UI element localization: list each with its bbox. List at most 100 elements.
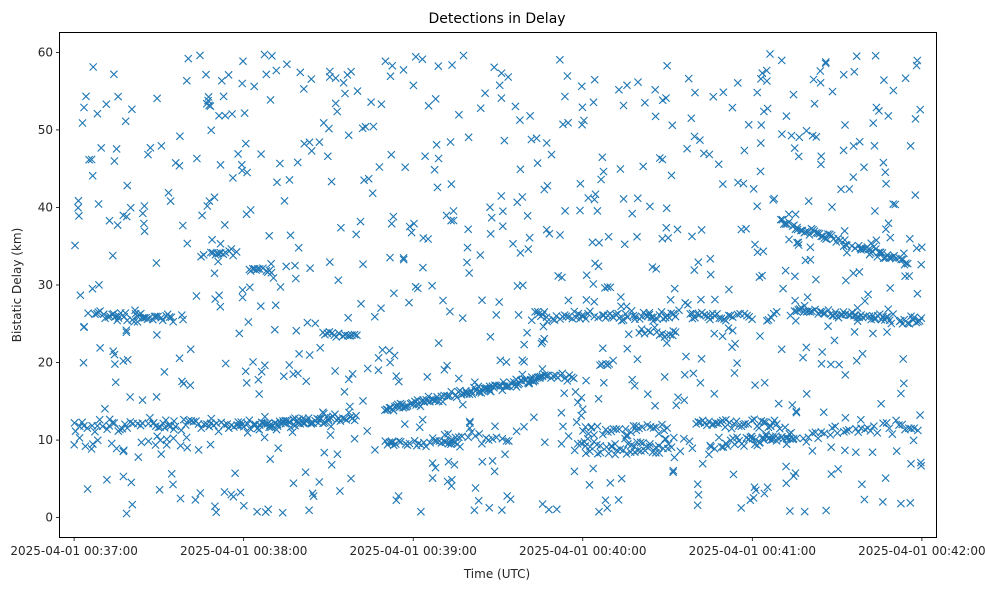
data-point [232, 247, 241, 256]
data-point [449, 216, 458, 225]
data-point [762, 316, 771, 325]
data-point [272, 66, 281, 75]
data-point [237, 418, 246, 427]
data-point [122, 328, 131, 337]
data-point [327, 422, 335, 431]
data-point [791, 210, 800, 219]
data-point [186, 345, 195, 354]
data-point [266, 455, 275, 464]
data-point [144, 437, 153, 446]
data-point [350, 434, 359, 443]
data-point [564, 432, 573, 441]
data-point [420, 397, 429, 406]
data-point [905, 272, 914, 280]
data-point [841, 121, 849, 129]
data-point [911, 191, 920, 200]
data-point [581, 442, 590, 450]
data-point [492, 310, 501, 319]
data-point [633, 194, 642, 203]
data-point [156, 436, 165, 445]
data-point [176, 441, 185, 450]
data-point [341, 89, 349, 98]
data-point [632, 422, 641, 431]
data-point [140, 202, 149, 210]
data-point [74, 211, 83, 220]
data-point [584, 194, 593, 202]
data-point [294, 243, 303, 252]
data-point [873, 252, 882, 261]
data-point [424, 235, 433, 243]
data-point [511, 102, 520, 111]
data-point [629, 421, 638, 430]
data-point [886, 233, 895, 242]
data-point [82, 92, 90, 101]
data-point [728, 103, 737, 112]
data-point [658, 329, 667, 338]
data-point [897, 255, 906, 264]
data-point [879, 76, 888, 85]
data-point [917, 243, 926, 252]
data-point [119, 472, 128, 481]
data-point [538, 500, 547, 509]
data-point [663, 444, 672, 453]
data-point [83, 485, 92, 493]
data-point [845, 185, 854, 193]
data-point [868, 329, 877, 338]
data-point [388, 438, 397, 447]
data-point [903, 319, 912, 328]
data-point [542, 139, 551, 147]
data-point [440, 365, 449, 374]
data-point [822, 235, 831, 243]
data-point [206, 419, 215, 428]
data-point [487, 213, 496, 222]
data-point [157, 141, 166, 150]
data-point [81, 442, 90, 451]
data-point [777, 130, 786, 139]
data-point [114, 311, 123, 320]
data-point [486, 332, 495, 341]
data-point [755, 438, 764, 447]
data-point [869, 422, 878, 431]
data-point [214, 257, 223, 266]
data-point [623, 313, 632, 322]
data-point [714, 433, 723, 442]
data-point [477, 439, 486, 448]
data-point [662, 94, 670, 103]
data-point [658, 420, 666, 429]
data-point [697, 354, 706, 363]
data-point [730, 440, 739, 449]
data-point [325, 327, 334, 336]
data-point [157, 450, 166, 459]
data-point [447, 438, 456, 447]
data-point [756, 167, 765, 176]
data-point [666, 295, 675, 304]
data-point [796, 226, 805, 235]
data-point [426, 438, 435, 447]
data-point [220, 488, 229, 496]
data-point [90, 427, 99, 436]
data-point [186, 381, 195, 390]
data-point [671, 328, 680, 337]
data-point [759, 247, 768, 256]
data-point [579, 116, 588, 125]
data-point [849, 142, 858, 150]
data-point [648, 263, 657, 272]
data-point [824, 322, 833, 331]
data-point [669, 327, 678, 336]
data-point [714, 419, 723, 428]
data-point [87, 155, 96, 164]
data-point [543, 317, 552, 326]
data-point [724, 324, 733, 333]
data-point [210, 502, 219, 511]
data-point [274, 444, 283, 453]
data-point [275, 159, 284, 168]
data-point [138, 313, 147, 322]
data-point [121, 117, 130, 126]
data-point [802, 343, 811, 352]
data-point [212, 508, 221, 517]
data-point [353, 87, 362, 96]
data-point [169, 480, 177, 489]
data-point [579, 426, 587, 435]
data-point [334, 276, 343, 285]
data-point [821, 58, 830, 66]
